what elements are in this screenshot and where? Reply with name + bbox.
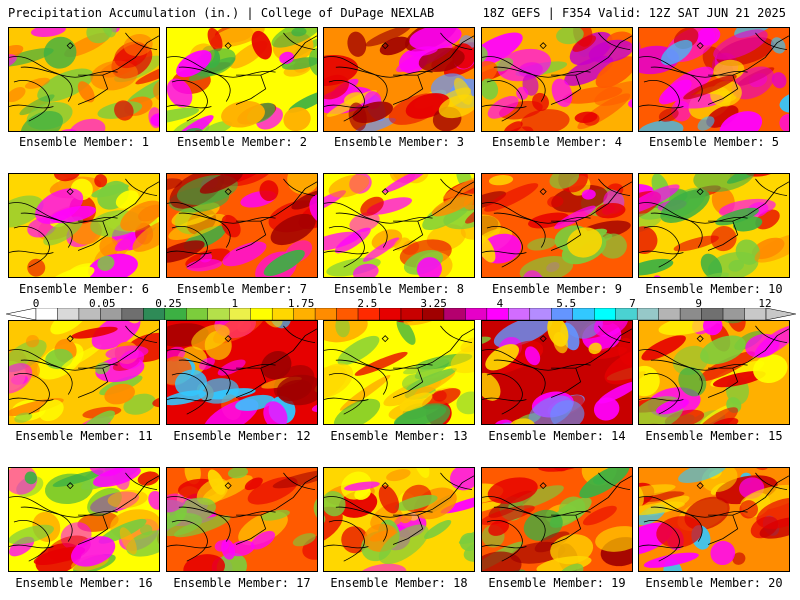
ensemble-member-caption: Ensemble Member: 9 [478, 282, 636, 296]
ensemble-member-number: 15 [760, 429, 783, 443]
ensemble-member-label: Ensemble Member: [488, 576, 604, 590]
ensemble-map-panel [166, 27, 318, 132]
ensemble-map-panel [166, 467, 318, 572]
ensemble-member-label: Ensemble Member: [18, 135, 135, 149]
ensemble-member-number: 16 [130, 576, 153, 590]
ensemble-map-panel [481, 320, 633, 425]
colorbar-tick-label: 7 [629, 297, 636, 310]
ensemble-member-number: 8 [449, 282, 465, 296]
ensemble-member-caption: Ensemble Member: 17 [163, 576, 321, 590]
ensemble-member-label: Ensemble Member: [330, 429, 446, 443]
ensemble-member-number: 5 [764, 135, 780, 149]
colorbar-tick-label: 12 [758, 297, 772, 310]
colorbar-tick-label: 3.25 [420, 297, 447, 310]
ensemble-member-label: Ensemble Member: [645, 282, 761, 296]
ensemble-map-panel [323, 467, 475, 572]
ensemble-member-caption: Ensemble Member: 1 [5, 135, 163, 149]
ensemble-member-label: Ensemble Member: [15, 576, 131, 590]
ensemble-member-caption: Ensemble Member: 19 [478, 576, 636, 590]
ensemble-member-label: Ensemble Member: [15, 429, 131, 443]
ensemble-map-panel [638, 467, 790, 572]
ensemble-member-number: 1 [134, 135, 150, 149]
ensemble-member-label: Ensemble Member: [645, 429, 761, 443]
colorbar-tick-label: 0.25 [155, 297, 182, 310]
ensemble-member-caption: Ensemble Member: 4 [478, 135, 636, 149]
ensemble-member-caption: Ensemble Member: 15 [635, 429, 793, 443]
run-valid-time: 18Z GEFS | F354 Valid: 12Z SAT JUN 21 20… [482, 6, 786, 20]
ensemble-member-label: Ensemble Member: [488, 429, 604, 443]
ensemble-map-panel [323, 173, 475, 278]
ensemble-member-caption: Ensemble Member: 5 [635, 135, 793, 149]
ensemble-member-caption: Ensemble Member: 7 [163, 282, 321, 296]
ensemble-member-caption: Ensemble Member: 18 [320, 576, 478, 590]
colorbar-tick-label: 0 [32, 297, 40, 310]
ensemble-member-number: 17 [288, 576, 311, 590]
ensemble-member-number: 20 [760, 576, 783, 590]
ensemble-member-caption: Ensemble Member: 11 [5, 429, 163, 443]
ensemble-member-label: Ensemble Member: [176, 282, 293, 296]
ensemble-map-panel [481, 467, 633, 572]
ensemble-member-number: 10 [760, 282, 783, 296]
colorbar-tick-label: 9 [695, 297, 703, 310]
ensemble-map-panel [166, 320, 318, 425]
ensemble-map-panel [8, 320, 160, 425]
ensemble-map-panel [8, 173, 160, 278]
ensemble-member-label: Ensemble Member: [491, 282, 608, 296]
ensemble-member-caption: Ensemble Member: 16 [5, 576, 163, 590]
ensemble-member-caption: Ensemble Member: 13 [320, 429, 478, 443]
colorbar-tick-label: 2.5 [357, 297, 378, 310]
ensemble-member-number: 12 [288, 429, 311, 443]
ensemble-map-panel [323, 27, 475, 132]
colorbar-tick-label: 4 [496, 297, 504, 310]
ensemble-member-number: 18 [445, 576, 468, 590]
ensemble-member-number: 14 [603, 429, 626, 443]
ensemble-map-panel [166, 173, 318, 278]
ensemble-map-panel [8, 27, 160, 132]
ensemble-member-label: Ensemble Member: [330, 576, 446, 590]
colorbar-tick-label: 5.5 [556, 297, 577, 310]
ensemble-member-caption: Ensemble Member: 20 [635, 576, 793, 590]
ensemble-map-panel [481, 27, 633, 132]
ensemble-member-caption: Ensemble Member: 8 [320, 282, 478, 296]
ensemble-member-number: 3 [449, 135, 465, 149]
ensemble-member-number: 19 [603, 576, 626, 590]
ensemble-member-label: Ensemble Member: [18, 282, 135, 296]
colorbar-tick-label: 1.75 [287, 297, 315, 310]
page-title: Precipitation Accumulation (in.) | Colle… [8, 6, 435, 20]
ensemble-map-panel [8, 467, 160, 572]
ensemble-map-panel [638, 27, 790, 132]
ensemble-member-label: Ensemble Member: [333, 282, 450, 296]
precip-colorbar [6, 308, 796, 320]
ensemble-member-label: Ensemble Member: [648, 135, 765, 149]
ensemble-map-panel [638, 320, 790, 425]
ensemble-member-caption: Ensemble Member: 3 [320, 135, 478, 149]
ensemble-member-caption: Ensemble Member: 2 [163, 135, 321, 149]
ensemble-member-number: 7 [292, 282, 308, 296]
ensemble-member-number: 9 [607, 282, 623, 296]
colorbar-tick-label: 0.05 [89, 297, 116, 310]
ensemble-member-caption: Ensemble Member: 10 [635, 282, 793, 296]
ensemble-member-number: 11 [130, 429, 153, 443]
ensemble-member-caption: Ensemble Member: 6 [5, 282, 163, 296]
ensemble-member-label: Ensemble Member: [173, 429, 289, 443]
ensemble-member-label: Ensemble Member: [176, 135, 293, 149]
ensemble-member-label: Ensemble Member: [645, 576, 761, 590]
ensemble-member-number: 2 [292, 135, 308, 149]
ensemble-member-number: 13 [445, 429, 468, 443]
colorbar-tick-label: 1 [231, 297, 239, 310]
ensemble-member-caption: Ensemble Member: 14 [478, 429, 636, 443]
ensemble-member-number: 4 [607, 135, 623, 149]
ensemble-map-panel [323, 320, 475, 425]
ensemble-member-caption: Ensemble Member: 12 [163, 429, 321, 443]
ensemble-map-panel [638, 173, 790, 278]
ensemble-member-label: Ensemble Member: [173, 576, 289, 590]
ensemble-member-label: Ensemble Member: [333, 135, 450, 149]
ensemble-map-panel [481, 173, 633, 278]
ensemble-member-label: Ensemble Member: [491, 135, 608, 149]
ensemble-member-number: 6 [134, 282, 150, 296]
